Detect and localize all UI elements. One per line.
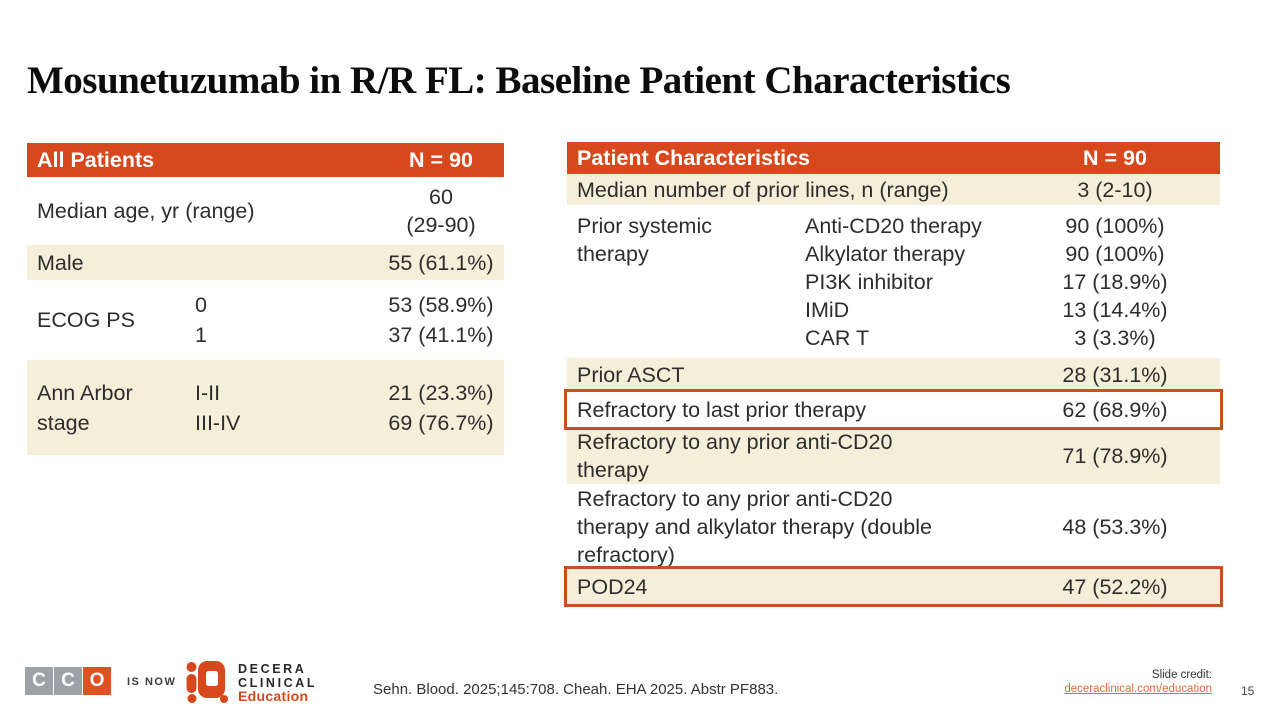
row-label: Refractory to last prior therapy — [577, 397, 867, 422]
table-row-highlighted: Refractory to last prior therapy 62 (68.… — [564, 389, 1223, 430]
decera-wordmark-line1: DECERA — [238, 662, 307, 677]
table-header-n: N = 90 — [409, 148, 473, 172]
table-header-n: N = 90 — [1083, 146, 1147, 170]
row-value: 48 (53.3%) — [1062, 514, 1168, 539]
table-header-label: Patient Characteristics — [577, 146, 811, 170]
slide-credit-link[interactable]: deceraclinical.com/education — [1064, 683, 1212, 695]
table-row: Refractory to any prior anti-CD20 therap… — [567, 427, 1220, 484]
all-patients-table: All Patients N = 90 Median age, yr (rang… — [27, 143, 504, 455]
slide-title: Mosunetuzumab in R/R FL: Baseline Patien… — [27, 59, 1011, 102]
table-row-highlighted: POD24 47 (52.2%) — [564, 566, 1223, 607]
table-row: Refractory to any prior anti-CD20 therap… — [567, 484, 1220, 569]
citation-text: Sehn. Blood. 2025;145:708. Cheah. EHA 20… — [373, 681, 779, 698]
row-value: 71 (78.9%) — [1062, 443, 1168, 468]
row-sublabels: Anti-CD20 therapy Alkylator therapy PI3K… — [805, 214, 982, 350]
row-label: Ann Arbor stage — [37, 380, 133, 435]
row-value: 3 (2-10) — [1077, 177, 1153, 202]
row-label: Median age, yr (range) — [37, 199, 255, 223]
table-row: Ann Arbor stage I-II III-IV 21 (23.3%) 6… — [27, 360, 504, 455]
table-row: Prior ASCT 28 (31.1%) — [567, 358, 1220, 392]
table-header-row: Patient Characteristics N = 90 — [567, 142, 1220, 174]
is-now-label: IS NOW — [127, 676, 177, 688]
cco-logo-letter: C — [54, 667, 82, 695]
row-value: 62 (68.9%) — [1062, 397, 1168, 422]
table-row: Median number of prior lines, n (range) … — [567, 174, 1220, 205]
row-sublabels: I-II III-IV — [195, 380, 241, 435]
row-label: Refractory to any prior anti-CD20 therap… — [577, 486, 932, 567]
slide-credit: Slide credit: deceraclinical.com/educati… — [1064, 668, 1212, 696]
row-label: Prior ASCT — [577, 363, 685, 387]
table-row: Male 55 (61.1%) — [27, 245, 504, 280]
row-label: Median number of prior lines, n (range) — [577, 177, 949, 202]
row-value: 53 (58.9%) 37 (41.1%) — [388, 293, 494, 347]
cco-logo-letter: O — [83, 667, 111, 695]
table-row: ECOG PS 0 1 53 (58.9%) 37 (41.1%) — [27, 280, 504, 360]
row-value: 60 (29-90) — [406, 185, 476, 237]
table-row: Prior systemic therapy Anti-CD20 therapy… — [567, 205, 1220, 358]
decera-logo-mark-icon — [186, 659, 228, 708]
table-header-row: All Patients N = 90 — [27, 143, 504, 177]
row-value: 21 (23.3%) 69 (76.7%) — [388, 380, 494, 435]
patient-characteristics-table: Patient Characteristics N = 90 Median nu… — [564, 142, 1223, 607]
decera-logo: DECERA CLINICAL Education — [186, 659, 317, 708]
row-value: 55 (61.1%) — [388, 250, 494, 275]
row-label: POD24 — [577, 574, 648, 599]
table-header-label: All Patients — [37, 148, 155, 172]
slide-credit-label: Slide credit: — [1151, 669, 1212, 681]
page-number: 15 — [1241, 684, 1255, 698]
row-value: 90 (100%) 90 (100%) 17 (18.9%) 13 (14.4%… — [1062, 214, 1168, 350]
decera-logo-text: DECERA CLINICAL Education — [238, 663, 317, 704]
row-label: Male — [37, 250, 84, 275]
row-value: 28 (31.1%) — [1062, 363, 1168, 387]
row-label: ECOG PS — [37, 308, 135, 332]
row-sublabels: 0 1 — [195, 293, 207, 347]
row-label: Refractory to any prior anti-CD20 therap… — [577, 429, 893, 482]
row-label: Prior systemic therapy — [577, 214, 712, 266]
decera-wordmark-line3: Education — [238, 688, 309, 705]
decera-wordmark-line2: CLINICAL — [238, 675, 318, 690]
table-row: Median age, yr (range) 60 (29-90) — [27, 177, 504, 245]
cco-logo: C C O — [25, 667, 111, 695]
row-value: 47 (52.2%) — [1062, 574, 1168, 599]
cco-logo-letter: C — [25, 667, 53, 695]
